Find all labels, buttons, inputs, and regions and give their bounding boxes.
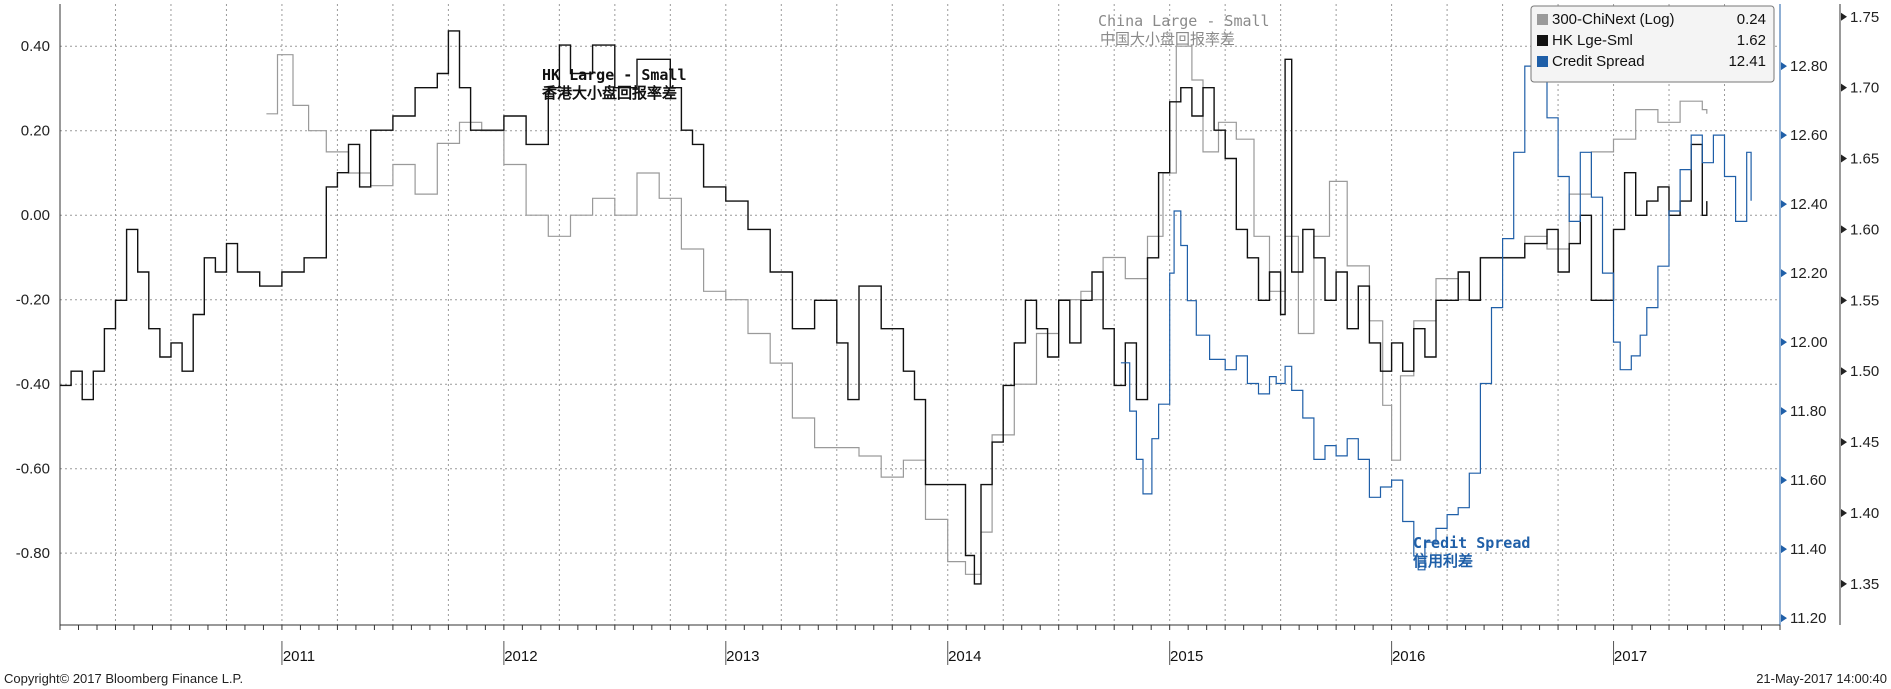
annotation-hk-en: HK Large - Small: [542, 66, 687, 84]
year-label: 2013: [726, 648, 759, 665]
legend-label: HK Lge-Sml: [1552, 32, 1633, 49]
right-inner-tick-label: 11.20: [1790, 610, 1826, 627]
right-outer-tick-label: 1.45: [1850, 434, 1879, 451]
right-inner-tick-marker: [1781, 62, 1787, 71]
right-inner-tick-marker: [1781, 614, 1787, 623]
year-label: 2014: [948, 648, 981, 665]
legend-box: [1530, 5, 1775, 83]
right-outer-tick-marker: [1841, 438, 1847, 447]
annotation-credit-cn: 信用利差: [1413, 552, 1473, 570]
right-outer-tick-marker: [1841, 154, 1847, 163]
right-outer-tick-label: 1.75: [1850, 9, 1879, 26]
right-outer-tick-label: 1.70: [1850, 80, 1879, 97]
footer-copyright: Copyright© 2017 Bloomberg Finance L.P.: [4, 671, 243, 686]
left-tick-label: -0.80: [16, 545, 50, 562]
series-line: [1120, 58, 1752, 571]
right-inner-tick-marker: [1781, 200, 1787, 209]
right-inner-tick-label: 12.00: [1790, 334, 1828, 351]
legend[interactable]: 300-ChiNext (Log) 0.24 HK Lge-Sml 1.62 Credi…: [1530, 5, 1775, 83]
right-inner-tick-label: 12.60: [1790, 127, 1828, 144]
right-inner-tick-label: 12.20: [1790, 265, 1828, 282]
left-tick-label: -0.60: [16, 461, 50, 478]
left-tick-label: -0.20: [16, 292, 50, 309]
right-outer-tick-marker: [1841, 579, 1847, 588]
legend-label: 300-ChiNext (Log): [1552, 11, 1675, 28]
right-inner-tick-marker: [1781, 131, 1787, 140]
series-line: [60, 30, 1708, 585]
right-inner-tick-label: 12.40: [1790, 196, 1828, 213]
right-outer-tick-marker: [1841, 12, 1847, 21]
grid: [60, 4, 1780, 625]
right-outer-tick-label: 1.65: [1850, 151, 1879, 168]
right-inner-tick-marker: [1781, 407, 1787, 416]
annotation-china-cn: 中国大小盘回报率差: [1100, 30, 1235, 48]
right-outer-tick-marker: [1841, 83, 1847, 92]
left-tick-label: 0.20: [21, 123, 50, 140]
year-label: 2012: [504, 648, 537, 665]
right-outer-tick-marker: [1841, 508, 1847, 517]
left-tick-label: -0.40: [16, 376, 50, 393]
year-label: 2011: [283, 648, 315, 665]
right-outer-tick-label: 1.35: [1850, 576, 1879, 593]
right-inner-tick-marker: [1781, 545, 1787, 554]
legend-value: 0.24: [1737, 11, 1766, 28]
right-inner-tick-marker: [1781, 269, 1787, 278]
year-label: 2015: [1170, 648, 1203, 665]
left-tick-label: 0.40: [21, 38, 50, 55]
right-inner-tick-label: 11.40: [1790, 541, 1826, 558]
annotation-hk-cn: 香港大小盘回报率差: [542, 84, 677, 102]
annotation-china-en: China Large - Small: [1098, 12, 1270, 30]
legend-value: 1.62: [1737, 32, 1766, 49]
right-outer-tick-marker: [1841, 296, 1847, 305]
right-inner-tick-label: 11.80: [1790, 403, 1826, 420]
left-tick-label: 0.00: [21, 207, 50, 224]
right-outer-tick-marker: [1841, 367, 1847, 376]
right-outer-tick-label: 1.55: [1850, 292, 1879, 309]
legend-swatch: [1537, 35, 1548, 46]
legend-label: Credit Spread: [1552, 53, 1645, 70]
right-outer-tick-label: 1.40: [1850, 505, 1879, 522]
right-inner-tick-label: 12.80: [1790, 58, 1828, 75]
right-inner-tick-marker: [1781, 338, 1787, 347]
series-layer: [60, 30, 1752, 585]
legend-value: 12.41: [1728, 53, 1766, 70]
right-outer-tick-marker: [1841, 225, 1847, 234]
legend-swatch: [1537, 56, 1548, 67]
annotation-credit-en: Credit Spread: [1413, 534, 1530, 552]
year-label: 2016: [1392, 648, 1425, 665]
right-inner-tick-label: 11.60: [1790, 472, 1826, 489]
series-line: [266, 45, 1708, 575]
right-outer-tick-label: 1.50: [1850, 363, 1879, 380]
right-outer-tick-label: 1.60: [1850, 221, 1879, 238]
legend-swatch: [1537, 14, 1548, 25]
right-inner-tick-marker: [1781, 476, 1787, 485]
axes: 0.40 0.20 0.00 -0.20 -0.40 -0.60 -0.80 12.80 12.…: [16, 4, 1879, 665]
year-label: 2017: [1614, 648, 1647, 665]
footer-timestamp: 21-May-2017 14:00:40: [1756, 671, 1887, 686]
